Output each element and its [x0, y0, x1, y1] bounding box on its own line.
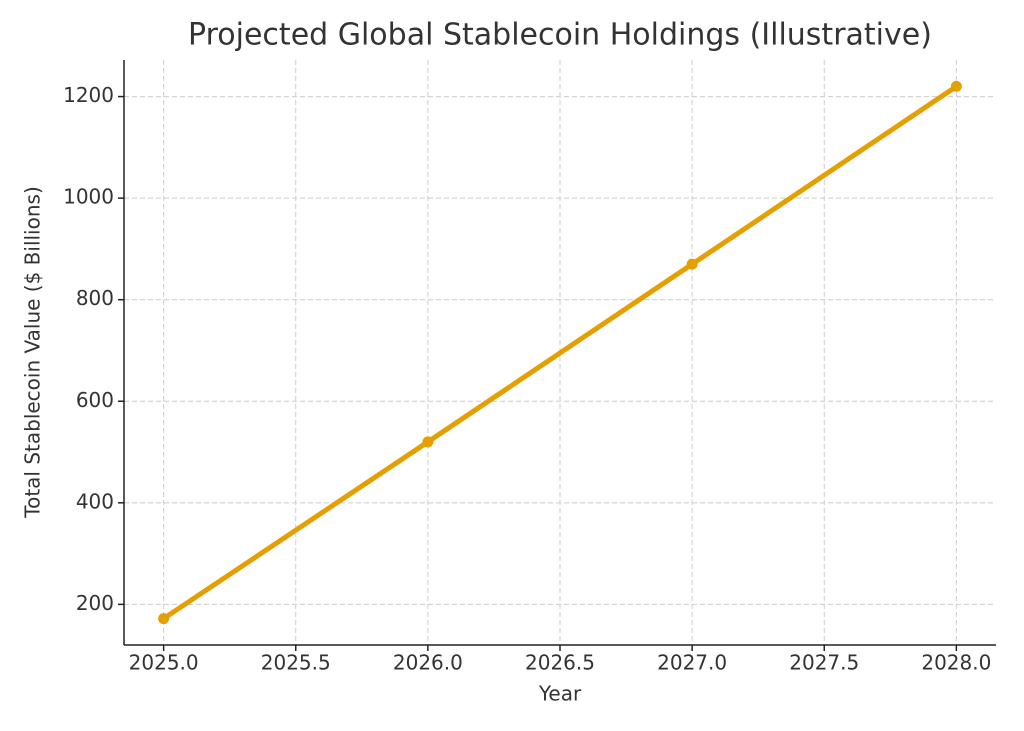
- y-tick-label: 1000: [63, 185, 114, 209]
- data-point: [158, 613, 170, 625]
- y-axis-label: Total Stablecoin Value ($ Billions): [21, 186, 45, 518]
- data-point: [422, 436, 434, 448]
- chart-title: Projected Global Stablecoin Holdings (Il…: [188, 18, 932, 53]
- y-tick-label: 600: [76, 388, 114, 412]
- y-tick-label: 200: [76, 591, 114, 615]
- x-tick-label: 2027.5: [789, 651, 859, 675]
- y-tick-label: 400: [76, 489, 114, 513]
- y-tick-label: 1200: [63, 83, 114, 107]
- data-point: [686, 258, 698, 270]
- x-tick-label: 2028.0: [921, 651, 991, 675]
- x-tick-label: 2025.0: [129, 651, 199, 675]
- x-tick-label: 2026.0: [393, 651, 463, 675]
- grid: 200 400 600 800 1000 1200 2025.0 2025.5 2026.0 20…: [63, 60, 996, 675]
- x-tick-label: 2027.0: [657, 651, 727, 675]
- plot-area: [158, 80, 962, 625]
- data-line: [162, 84, 958, 621]
- x-tick-label: 2025.5: [261, 651, 331, 675]
- x-axis-label: Year: [538, 682, 582, 706]
- data-point: [950, 80, 962, 92]
- x-tick-label: 2026.5: [525, 651, 595, 675]
- y-tick-label: 800: [76, 286, 114, 310]
